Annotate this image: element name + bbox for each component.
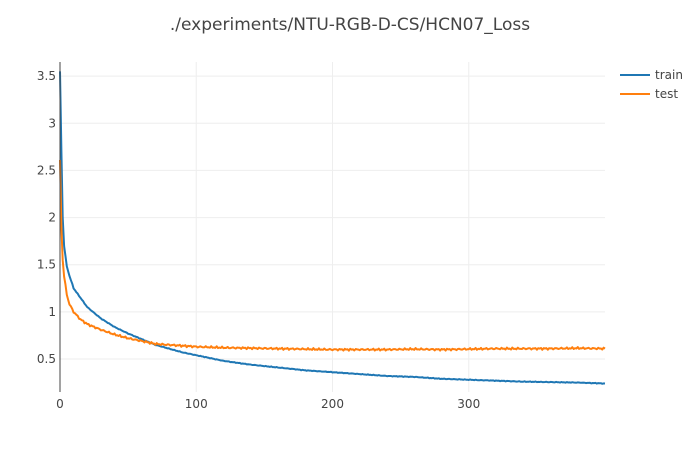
series-line-test (59, 159, 606, 352)
x-tick-label: 0 (56, 397, 64, 411)
y-tick-label: 0.5 (37, 352, 56, 366)
y-tick-label: 1.5 (37, 258, 56, 272)
x-tick-label: 200 (321, 397, 344, 411)
y-tick-label: 2.5 (37, 163, 56, 177)
tick-labels: 0.5 1 1.5 2 2.5 3 3.5 0 100 200 300 (37, 69, 480, 411)
grid-lines (60, 62, 605, 392)
x-tick-label: 100 (185, 397, 208, 411)
series-lines (59, 71, 606, 385)
legend-label-test: test (655, 87, 678, 101)
x-tick-label: 300 (457, 397, 480, 411)
y-tick-label: 3.5 (37, 69, 56, 83)
legend: train test (620, 68, 683, 101)
y-tick-label: 3 (48, 116, 56, 130)
legend-label-train: train (655, 68, 683, 82)
y-tick-label: 2 (48, 211, 56, 225)
y-tick-label: 1 (48, 305, 56, 319)
chart-title: ./experiments/NTU-RGB-D-CS/HCN07_Loss (170, 15, 530, 35)
